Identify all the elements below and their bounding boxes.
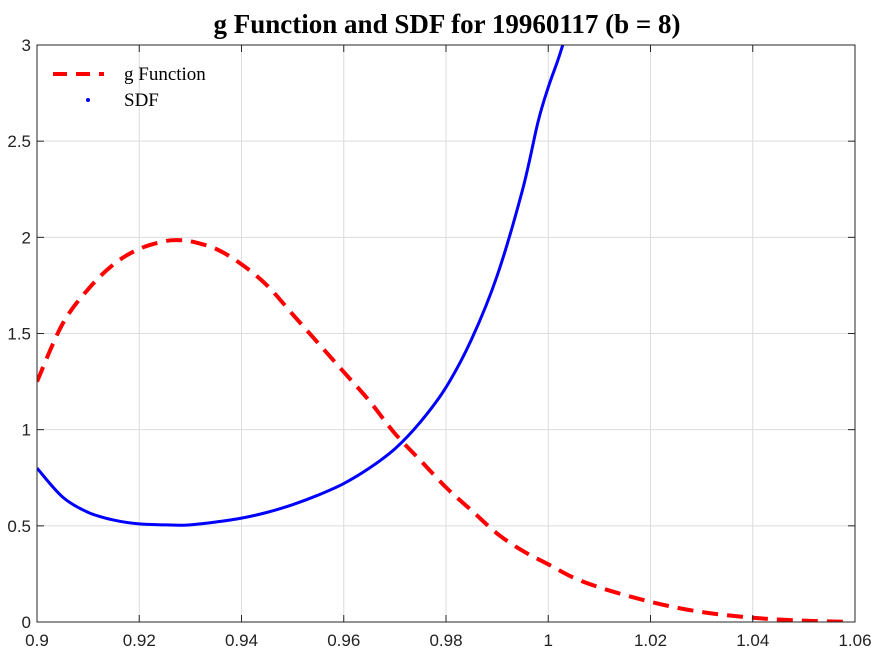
x-tick-label: 0.92 (123, 631, 156, 650)
x-tick-label: 0.9 (25, 631, 49, 650)
x-tick-label: 0.98 (429, 631, 462, 650)
y-tick-label: 0.5 (7, 517, 31, 536)
series-layer (37, 45, 845, 622)
x-tick-label: 0.96 (327, 631, 360, 650)
x-tick-label: 0.94 (225, 631, 258, 650)
y-tick-label: 1.5 (7, 325, 31, 344)
legend: g Function SDF (53, 64, 206, 111)
legend-label-g-function: g Function (124, 64, 206, 85)
y-tick-label: 2.5 (7, 132, 31, 151)
x-tick-label: 1.02 (634, 631, 667, 650)
x-tick-label: 1.04 (736, 631, 769, 650)
legend-label-sdf: SDF (124, 90, 159, 111)
y-tick-label: 0 (22, 613, 31, 632)
series-line-sdf (37, 45, 565, 527)
y-tick-label: 3 (22, 36, 31, 55)
series-line-g-function (37, 238, 845, 622)
x-tick-label: 1.06 (838, 631, 871, 650)
y-tick-label: 1 (22, 421, 31, 440)
chart-title: g Function and SDF for 19960117 (b = 8) (214, 9, 681, 39)
legend-swatch-sdf (86, 98, 90, 102)
ticks: 0.9 0.92 0.94 0.96 0.98 1 1.02 1.04 1.06 0 0.5 1 1.5… (7, 36, 871, 650)
y-tick-label: 2 (22, 228, 31, 247)
x-tick-label: 1 (544, 631, 553, 650)
